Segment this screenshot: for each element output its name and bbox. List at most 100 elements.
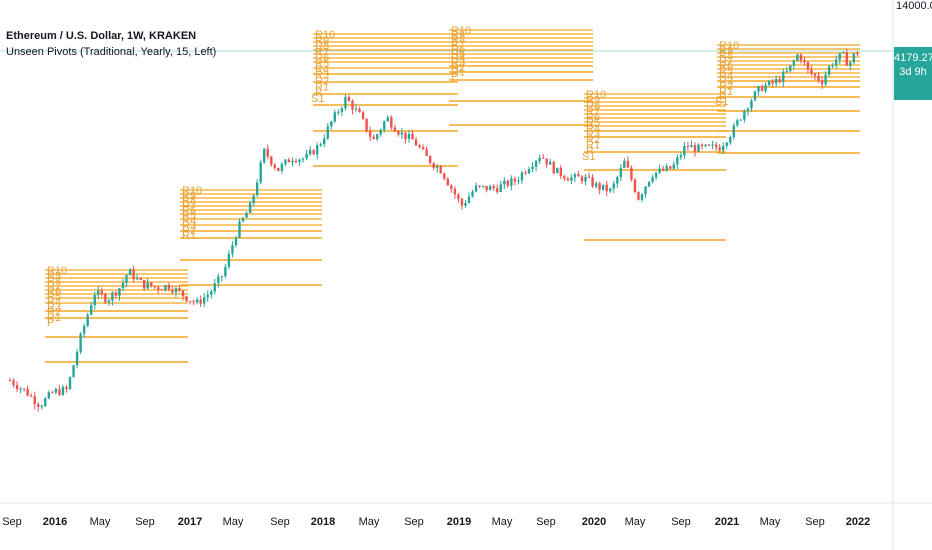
candle-body [150, 282, 153, 287]
pivot-level-label: R7 [47, 281, 61, 293]
pivot-level-label: R1 [182, 230, 196, 242]
pivot-level-label: R8 [47, 275, 61, 287]
pivot-level-label: S1 [311, 93, 324, 105]
candle-body [534, 160, 538, 167]
candle-body [722, 145, 725, 151]
candle-body [644, 186, 647, 195]
pivot-level-label: R6 [586, 112, 600, 124]
pivot-level-label: S1 [582, 151, 595, 163]
pivot-level-label: R8 [719, 50, 733, 62]
candle-body [609, 188, 612, 192]
pivot-level-label: R5 [586, 117, 600, 129]
pivot-level-label: R3 [719, 76, 733, 88]
symbol-title[interactable]: Ethereum / U.S. Dollar, 1W, KRAKEN [6, 30, 197, 42]
pivot-level-label: R2 [586, 134, 600, 146]
candle-body [164, 285, 167, 290]
pivot-level-label: R7 [719, 55, 733, 67]
candle-body [467, 196, 471, 203]
candle-body [457, 194, 460, 199]
candle-body [139, 278, 142, 280]
candle-body [824, 74, 827, 85]
candle-body [114, 292, 118, 296]
time-axis-label: Sep [404, 516, 424, 528]
candle-body [22, 388, 26, 390]
candle-body [61, 387, 65, 395]
pivot-level-label: R6 [47, 286, 61, 298]
candle-body [33, 396, 36, 405]
pivot-level-label: R6 [315, 52, 329, 64]
candle-body [676, 157, 679, 165]
pivot-level-label: R4 [315, 64, 329, 76]
candle-body [354, 108, 358, 110]
time-axis-label: Sep [805, 516, 825, 528]
candle-body [393, 127, 397, 132]
candle-body [563, 176, 566, 179]
candle-body [661, 168, 665, 171]
candle-body [831, 65, 834, 67]
time-axis-label: May [492, 516, 513, 528]
candle-body [44, 398, 47, 407]
time-axis-label: Sep [671, 516, 691, 528]
candle-body [474, 185, 478, 192]
candle-body [446, 178, 450, 186]
candle-body [669, 166, 672, 169]
pivot-level-label: R6 [719, 60, 733, 72]
candle-body [849, 62, 852, 66]
candle-body [372, 136, 375, 140]
candle-body [594, 183, 598, 187]
candle-body [640, 194, 644, 200]
pivot-level-label: R10 [315, 29, 335, 41]
candle-body [93, 294, 96, 306]
candle-body [806, 62, 810, 70]
candle-body [450, 185, 453, 189]
candle-body [549, 161, 552, 165]
candle-body [683, 146, 686, 156]
indicator-label[interactable]: Unseen Pivots (Traditional, Yearly, 15, … [6, 46, 217, 58]
bar-countdown: 3d 9h [899, 66, 927, 78]
time-axis-label: Sep [2, 516, 22, 528]
candle-body [337, 111, 340, 113]
pivot-level-label: P [719, 91, 726, 103]
candle-body [527, 169, 531, 174]
candle-body [160, 289, 164, 291]
candle-body [104, 293, 107, 303]
candle-body [259, 162, 262, 183]
time-axis[interactable]: Sep 2016 May Sep 2017 May Sep 2018 May Sep 2019 May… [2, 516, 870, 528]
pivot-level-label: S1 [715, 96, 728, 108]
candle-body [587, 176, 591, 178]
candle-body [513, 178, 517, 182]
pivot-levels: R10R9R8R7R6R5R4R3R2R1PR10R9R8R7R6R5R4R3R… [45, 25, 860, 363]
time-axis-label: 2017 [178, 516, 202, 528]
candle-body [570, 177, 573, 181]
candle-body [460, 198, 464, 206]
candle-body [517, 180, 520, 182]
pivot-level-label: R8 [315, 41, 329, 53]
candle-body [626, 160, 630, 168]
candle-body [40, 406, 43, 408]
candle-body [273, 164, 277, 168]
candle-body [559, 167, 562, 177]
candle-body [414, 139, 418, 146]
candle-body [577, 174, 580, 177]
pivot-level-label: R1 [586, 140, 600, 152]
candle-body [531, 166, 534, 170]
candle-body [118, 288, 121, 296]
candle-body [778, 79, 781, 83]
time-axis-label: Sep [135, 516, 155, 528]
candle-body [192, 301, 195, 303]
candle-body [263, 148, 266, 163]
pivot-level-label: R2 [47, 307, 61, 319]
candle-body [319, 144, 322, 146]
pivot-level-label: R7 [451, 39, 465, 51]
candle-body [739, 119, 743, 121]
candle-body [15, 385, 19, 390]
pivot-level-label: R2 [719, 81, 733, 93]
candle-body [637, 192, 640, 200]
candle-body [121, 282, 125, 289]
candle-body [654, 172, 658, 178]
pivot-level-label: R10 [182, 185, 202, 197]
candle-body [510, 178, 513, 186]
candle-body [195, 299, 199, 303]
candle-body [799, 54, 803, 61]
